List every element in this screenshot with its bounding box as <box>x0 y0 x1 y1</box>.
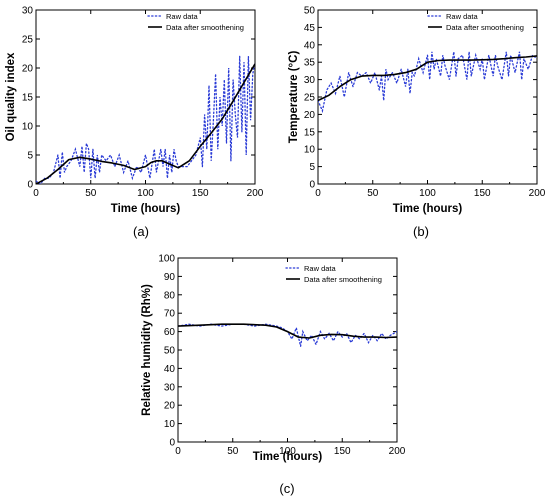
y-tick-label: 35 <box>304 58 316 69</box>
x-axis-label: Time (hours) <box>253 451 323 463</box>
x-tick-label: 0 <box>315 188 321 199</box>
y-tick-label: 30 <box>164 382 176 393</box>
plot-frame <box>177 257 398 443</box>
legend-label: Raw data <box>304 264 337 273</box>
y-tick-label: 15 <box>22 93 34 104</box>
x-tick-label: 100 <box>137 188 154 199</box>
y-tick-label: 15 <box>304 127 316 138</box>
y-tick-label: 0 <box>169 438 175 449</box>
y-tick-label: 90 <box>164 272 176 283</box>
x-tick-label: 50 <box>85 188 97 199</box>
y-axis-label: Temperature (°C) <box>288 51 300 144</box>
raw-data-series-line <box>36 56 255 184</box>
x-axis-label: Time (hours) <box>111 203 181 215</box>
x-tick-label: 0 <box>33 188 39 199</box>
x-tick-label: 150 <box>334 446 351 457</box>
x-tick-label: 100 <box>419 188 436 199</box>
y-tick-label: 40 <box>164 364 176 375</box>
x-tick-label: 0 <box>175 446 181 457</box>
x-axis-label: Time (hours) <box>393 203 463 215</box>
y-tick-label: 10 <box>304 145 316 156</box>
x-tick-label: 50 <box>227 446 239 457</box>
legend-label: Data after smoothening <box>304 275 382 284</box>
legend-label: Data after smoothening <box>446 23 524 32</box>
y-tick-label: 25 <box>304 93 316 104</box>
legend-label: Raw data <box>166 12 199 21</box>
smoothed-series-line <box>36 63 255 184</box>
y-tick-label: 5 <box>309 162 315 173</box>
x-tick-label: 100 <box>279 446 296 457</box>
y-tick-label: 10 <box>22 122 34 133</box>
panel-a-chart: 0 50 100 150 200 0 5 10 15 20 25 30 Time (hours) Oil … <box>5 6 264 216</box>
x-tick-label: 200 <box>247 188 264 199</box>
y-tick-label: 30 <box>304 75 316 86</box>
smoothed-series-line <box>318 55 537 102</box>
x-tick-label: 200 <box>389 446 406 457</box>
raw-data-series-line <box>318 51 537 114</box>
y-tick-label: 45 <box>304 23 316 34</box>
y-axis-label: Relative humidity (Rh%) <box>141 284 153 416</box>
plot-frame <box>317 9 538 185</box>
y-tick-label: 20 <box>22 64 34 75</box>
smoothed-series-line <box>178 323 397 339</box>
y-tick-label: 5 <box>27 151 33 162</box>
x-tick-label: 150 <box>474 188 491 199</box>
y-tick-label: 30 <box>22 6 34 17</box>
y-tick-label: 50 <box>304 6 316 17</box>
y-tick-label: 25 <box>22 35 34 46</box>
y-tick-label: 0 <box>309 180 315 191</box>
y-tick-label: 100 <box>158 254 175 265</box>
y-tick-label: 40 <box>304 40 316 51</box>
y-tick-label: 80 <box>164 290 176 301</box>
x-tick-label: 200 <box>529 188 546 199</box>
y-tick-label: 70 <box>164 309 176 320</box>
legend-label: Raw data <box>446 12 479 21</box>
panel-c-label: (c) <box>279 481 294 496</box>
y-tick-label: 20 <box>164 401 176 412</box>
x-tick-label: 150 <box>192 188 209 199</box>
raw-data-series-line <box>178 323 397 347</box>
y-tick-label: 10 <box>164 419 176 430</box>
panel-b-label: (b) <box>413 224 429 239</box>
y-tick-label: 20 <box>304 110 316 121</box>
panel-b-chart: 0 50 100 150 200 0 5 10 15 20 25 30 35 40 45 50 Time (ho… <box>288 6 546 216</box>
y-tick-label: 50 <box>164 346 176 357</box>
y-tick-label: 60 <box>164 327 176 338</box>
legend-label: Data after smoothening <box>166 23 244 32</box>
y-axis-label: Oil quality index <box>5 52 17 141</box>
y-tick-label: 0 <box>27 180 33 191</box>
x-tick-label: 50 <box>367 188 379 199</box>
panel-a-label: (a) <box>133 224 149 239</box>
